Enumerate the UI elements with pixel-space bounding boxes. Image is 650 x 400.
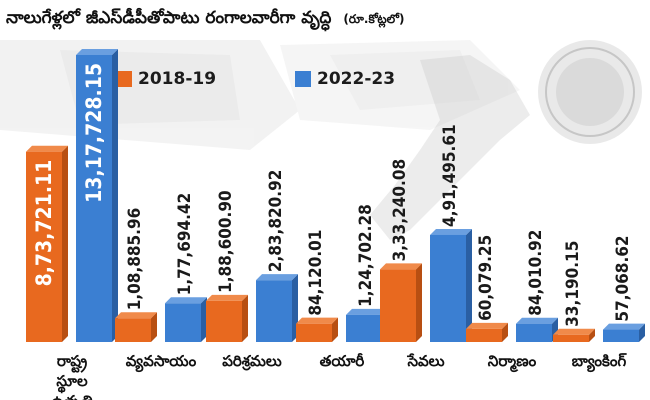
bar-2022-23-5 bbox=[516, 317, 558, 342]
category-label-5: నిర్మాణం bbox=[488, 352, 537, 373]
bar-2018-19-5 bbox=[466, 322, 508, 342]
value-label-2018-19-3: 84,120.01 bbox=[306, 230, 326, 316]
bar-2022-23-4 bbox=[430, 228, 472, 342]
bar-2018-19-4 bbox=[380, 263, 422, 342]
bar-2018-19-2 bbox=[206, 294, 248, 342]
category-label-0: ఉత్పత్తి bbox=[51, 392, 92, 400]
category-label-1: వ్యవసాయం bbox=[126, 352, 197, 373]
bar-2022-23-2 bbox=[256, 274, 298, 342]
category-label-3: తయారీ bbox=[320, 352, 365, 370]
bar-2022-23-6 bbox=[603, 323, 645, 342]
bar-2022-23-0 bbox=[76, 49, 118, 342]
seal-emblem bbox=[538, 40, 642, 144]
category-label-2: పరిశ్రమలు bbox=[222, 352, 282, 371]
chart-title: నాలుగేళ్లలో జీఎస్‌డీపీతోపాటు రంగాలవారీగా… bbox=[6, 8, 646, 36]
category-label-0: స్థూల bbox=[56, 372, 88, 394]
legend-label-2022-23: 2022-23 bbox=[317, 69, 396, 89]
value-label-2022-23-0: 13,17,728.15 bbox=[82, 63, 106, 203]
category-label-0: రాష్ట్ర bbox=[57, 352, 88, 373]
value-label-2022-23-4: 4,91,495.61 bbox=[440, 124, 460, 227]
value-label-2022-23-3: 1,24,702.28 bbox=[356, 204, 376, 307]
legend-swatch-2022-23 bbox=[295, 71, 311, 87]
value-label-2018-19-5: 60,079.25 bbox=[476, 235, 496, 321]
legend-item-2022-23: 2022-23 bbox=[295, 68, 395, 90]
value-label-2022-23-6: 57,068.62 bbox=[613, 235, 633, 321]
bar-2018-19-0 bbox=[26, 145, 68, 342]
value-label-2018-19-1: 1,08,885.96 bbox=[125, 208, 145, 311]
value-label-2018-19-2: 1,88,600.90 bbox=[216, 190, 236, 293]
chart-unit: (రూ.కోట్లలో) bbox=[343, 12, 405, 26]
value-label-2022-23-2: 2,83,820.92 bbox=[266, 170, 286, 273]
value-label-2018-19-0: 8,73,721.11 bbox=[32, 160, 56, 287]
value-label-2022-23-5: 84,010.92 bbox=[526, 230, 546, 316]
legend-label-2018-19: 2018-19 bbox=[138, 69, 217, 89]
category-label-6: బ్యాంకింగ్ bbox=[572, 352, 628, 373]
bar-2018-19-1 bbox=[115, 312, 157, 342]
bar-2018-19-6 bbox=[553, 328, 595, 342]
value-label-2022-23-1: 1,77,694.42 bbox=[175, 193, 195, 296]
legend-swatch-2018-19 bbox=[116, 71, 132, 87]
category-label-4: సేవలు bbox=[406, 352, 444, 370]
chart-title-text: నాలుగేళ్లలో జీఎస్‌డీపీతోపాటు రంగాలవారీగా… bbox=[6, 8, 332, 28]
value-label-2018-19-6: 33,190.15 bbox=[563, 241, 583, 327]
bar-2022-23-1 bbox=[165, 297, 207, 342]
bar-2018-19-3 bbox=[296, 317, 338, 342]
value-label-2018-19-4: 3,33,240.08 bbox=[390, 159, 410, 262]
legend-item-2018-19: 2018-19 bbox=[116, 68, 216, 90]
